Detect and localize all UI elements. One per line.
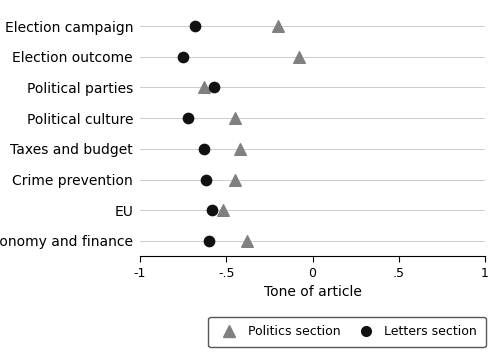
Point — [184, 115, 192, 121]
Point — [231, 177, 239, 182]
Point — [191, 23, 199, 29]
X-axis label: Tone of article: Tone of article — [264, 285, 362, 299]
Point — [236, 146, 244, 152]
Point — [208, 208, 216, 213]
Point — [200, 85, 208, 90]
Point — [179, 54, 187, 59]
Point — [205, 238, 213, 244]
Point — [294, 54, 302, 59]
Point — [231, 115, 239, 121]
Legend: Politics section, Letters section: Politics section, Letters section — [208, 316, 486, 347]
Point — [210, 85, 218, 90]
Point — [274, 23, 282, 29]
Point — [200, 146, 208, 152]
Point — [243, 238, 251, 244]
Point — [219, 208, 227, 213]
Point — [202, 177, 209, 182]
